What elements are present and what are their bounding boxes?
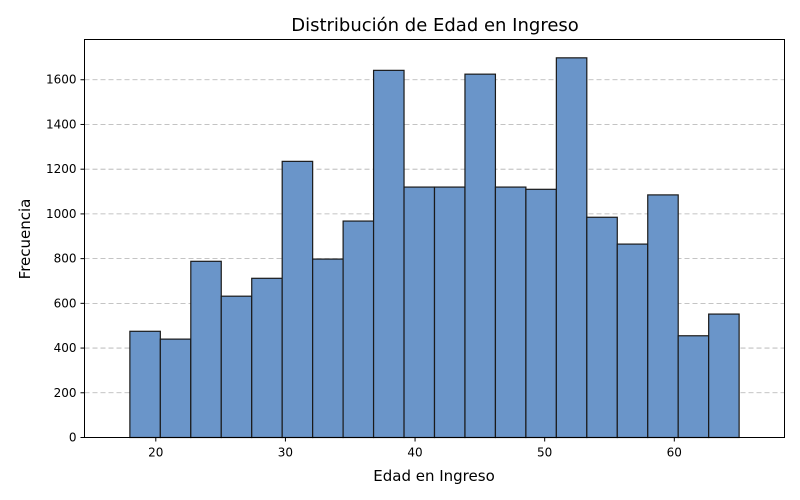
y-axis-ticks: 0 200 400 600 800 1000 1200 1400 1600: [46, 73, 85, 445]
plot-frame: [84, 39, 785, 438]
histogram-bar: [586, 216, 618, 439]
y-tick-label: 1200: [46, 162, 77, 176]
histogram-bar: [159, 338, 192, 439]
histogram-bar: [647, 194, 679, 439]
x-tick-label: 60: [667, 446, 682, 460]
histogram-bar: [677, 335, 710, 439]
y-tick-label: 1400: [46, 117, 77, 131]
histogram-bar: [251, 277, 283, 439]
y-tick-label: 800: [54, 252, 77, 266]
y-tick-label: 1600: [46, 73, 77, 87]
histogram-bar: [433, 186, 466, 439]
histogram-bar: [525, 188, 557, 439]
x-tick-label: 50: [537, 446, 552, 460]
histogram-bar: [494, 186, 527, 439]
y-tick-label: 400: [54, 341, 77, 355]
histogram-bar: [129, 330, 161, 439]
histogram-bar: [708, 313, 740, 439]
histogram-bar: [403, 186, 436, 439]
histogram-bar: [464, 73, 497, 439]
x-tick-label: 30: [278, 446, 293, 460]
chart-title: Distribución de Edad en Ingreso: [291, 15, 579, 36]
y-tick-label: 1000: [46, 207, 77, 221]
x-axis-ticks: 20 30 40 50 60: [148, 437, 682, 460]
y-tick-label: 200: [54, 386, 77, 400]
y-tick-label: 0: [69, 431, 77, 445]
histogram-bar: [190, 260, 222, 439]
histogram-bars: [129, 57, 740, 439]
histogram-bar: [555, 57, 588, 439]
x-axis-label: Edad en Ingreso: [373, 467, 495, 485]
histogram-bar: [616, 243, 649, 439]
histogram-bar: [281, 160, 314, 439]
histogram-bar: [312, 258, 344, 439]
y-tick-label: 600: [54, 296, 77, 310]
y-axis-label: Frecuencia: [16, 199, 34, 280]
histogram-bar: [220, 295, 253, 439]
x-tick-label: 40: [407, 446, 422, 460]
histogram-bar: [342, 220, 375, 439]
x-tick-label: 20: [148, 446, 163, 460]
histogram-bar: [372, 69, 405, 439]
